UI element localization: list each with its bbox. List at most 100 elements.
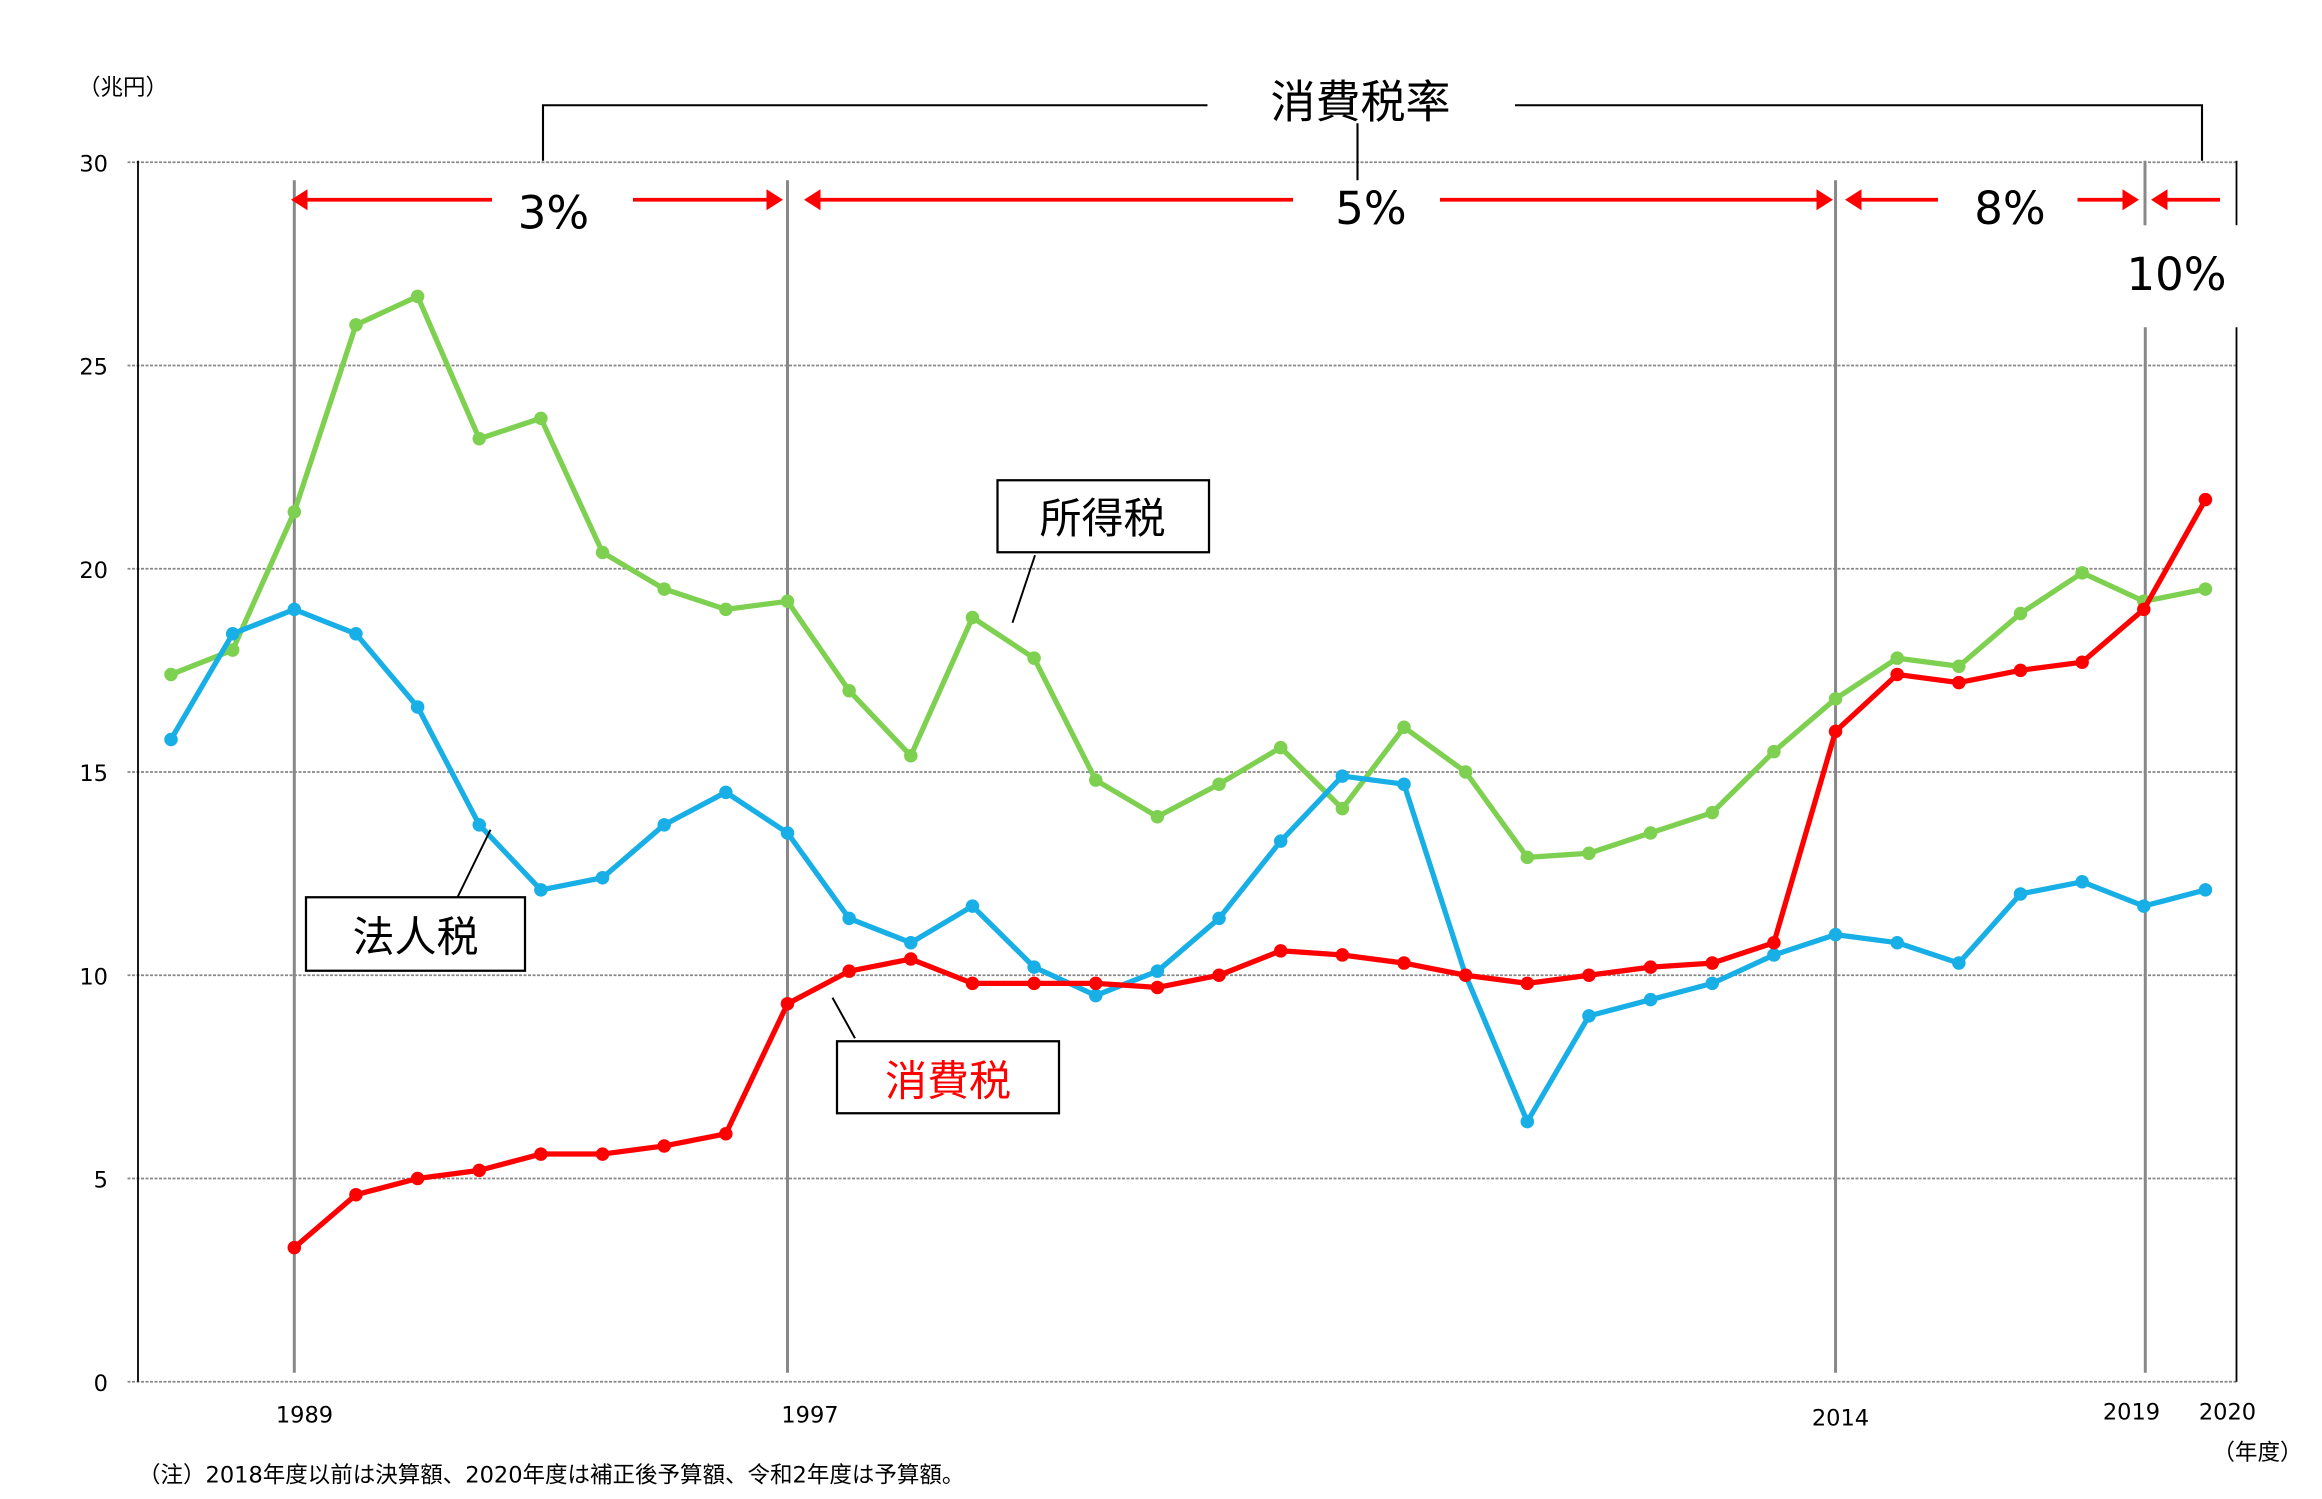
data-point [904, 952, 918, 966]
x-axis-ticks: 1989 1997 2014 2019 2020 [276, 1399, 2256, 1431]
data-point [287, 602, 302, 617]
data-point [657, 1139, 671, 1153]
data-point [657, 818, 671, 832]
arrow-head-right [2122, 189, 2139, 211]
x-tick-label: 2014 [1812, 1405, 1869, 1431]
data-point [1767, 744, 1781, 759]
arrow-head-left [1845, 189, 1862, 211]
label-corporate-tax: 法人税 [352, 912, 478, 961]
data-point [1089, 988, 1103, 1003]
arrow-head-left [2151, 189, 2168, 211]
data-point [1150, 964, 1165, 978]
series-lines [164, 289, 2213, 1255]
data-point [164, 667, 178, 682]
data-point [2198, 883, 2213, 897]
data-point [1273, 944, 1288, 958]
data-point [534, 883, 548, 897]
data-point [2013, 606, 2028, 621]
data-point [1397, 777, 1411, 791]
data-point [534, 411, 548, 426]
data-point [1705, 956, 1719, 970]
data-point [1027, 976, 1041, 991]
data-point [842, 683, 856, 698]
data-point [2198, 492, 2213, 507]
y-tick-label: 10 [79, 964, 108, 990]
data-point [1582, 1009, 1596, 1023]
x-tick-label: 2020 [2199, 1399, 2256, 1425]
arrow-head-left [804, 189, 821, 211]
y-unit-label: （兆円） [78, 75, 168, 101]
data-point [472, 431, 486, 446]
arrow-head-right [766, 189, 783, 211]
data-point [1890, 935, 1904, 950]
series-consumption-tax [287, 492, 2213, 1255]
data-point [349, 318, 363, 332]
data-point [1828, 724, 1843, 739]
y-tick-label: 25 [79, 355, 108, 381]
data-point [164, 732, 178, 747]
data-point [1705, 976, 1719, 991]
data-point [1273, 740, 1288, 755]
data-point [2137, 899, 2151, 913]
data-point [1520, 1114, 1535, 1129]
rate-header: 消費税率 [1270, 75, 1450, 128]
data-point [349, 1188, 363, 1202]
data-point [1335, 948, 1350, 962]
y-axis-ticks: 0 5 10 15 20 25 30 [79, 151, 108, 1397]
data-point [657, 582, 671, 596]
data-point [1643, 992, 1658, 1007]
label-income-tax: 所得税 [1039, 494, 1165, 543]
series-income-tax [164, 289, 2213, 865]
data-point [225, 627, 240, 641]
data-point [2075, 875, 2089, 889]
data-point [2198, 582, 2213, 596]
data-point [595, 545, 610, 560]
gridlines [127, 161, 2237, 1383]
data-point [1890, 667, 1904, 682]
y-tick-label: 5 [94, 1168, 108, 1194]
data-point [1767, 948, 1781, 962]
data-point [1582, 846, 1596, 861]
label-consumption-tax: 消費税 [885, 1056, 1011, 1105]
y-tick-label: 15 [79, 761, 108, 787]
data-point [1767, 935, 1781, 950]
data-point [842, 964, 856, 978]
data-point [2075, 566, 2089, 580]
data-point [1397, 956, 1411, 970]
rate-label: 5% [1335, 182, 1406, 235]
rate-label: 3% [518, 186, 589, 239]
rate-arrows: 3% 5% 8% 10% [291, 182, 2227, 301]
y-tick-label: 30 [79, 151, 108, 177]
data-point [965, 899, 980, 913]
data-point [1828, 927, 1843, 942]
data-point [287, 1240, 302, 1255]
data-point [349, 627, 363, 641]
data-point [1890, 651, 1904, 665]
data-point [2013, 663, 2028, 678]
x-tick-label: 2019 [2103, 1399, 2160, 1425]
data-point [472, 1163, 486, 1178]
data-point [1520, 976, 1535, 991]
data-point [1643, 960, 1658, 974]
data-point [1150, 809, 1165, 824]
callout-income-tax: 所得税 [996, 479, 1211, 624]
data-point [1705, 805, 1719, 820]
data-point [1952, 659, 1966, 674]
data-point [1582, 968, 1596, 982]
data-point [719, 602, 733, 617]
data-point [1212, 968, 1226, 982]
data-point [534, 1147, 548, 1161]
y-tick-label: 0 [94, 1371, 108, 1397]
data-point [1335, 801, 1350, 816]
data-point [287, 505, 302, 519]
data-point [719, 785, 733, 800]
data-point [2137, 602, 2151, 617]
rate-label: 10% [2126, 248, 2226, 301]
data-point [904, 935, 918, 950]
data-point [1397, 720, 1411, 735]
data-point [1027, 960, 1041, 974]
series-line [168, 606, 2207, 1125]
arrow-head-left [291, 189, 308, 211]
data-point [1828, 692, 1843, 706]
data-point [472, 818, 486, 832]
